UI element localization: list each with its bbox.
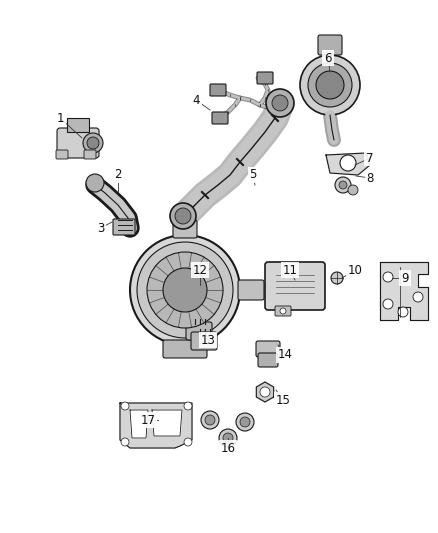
Circle shape: [383, 299, 393, 309]
Text: 4: 4: [192, 93, 200, 107]
Circle shape: [300, 55, 360, 115]
Polygon shape: [326, 153, 370, 175]
FancyBboxPatch shape: [256, 341, 280, 357]
Polygon shape: [152, 410, 182, 436]
Text: 8: 8: [366, 172, 374, 184]
Text: 13: 13: [201, 334, 215, 346]
Circle shape: [201, 411, 219, 429]
Text: 9: 9: [401, 271, 409, 285]
Circle shape: [87, 137, 99, 149]
Circle shape: [383, 272, 393, 282]
Circle shape: [83, 133, 103, 153]
Text: 14: 14: [278, 349, 293, 361]
Text: 16: 16: [220, 441, 236, 455]
Text: 12: 12: [192, 263, 208, 277]
Circle shape: [236, 413, 254, 431]
Circle shape: [348, 185, 358, 195]
FancyBboxPatch shape: [56, 150, 68, 159]
FancyBboxPatch shape: [275, 306, 291, 316]
Circle shape: [223, 433, 233, 443]
Text: 2: 2: [114, 168, 122, 182]
Circle shape: [86, 174, 104, 192]
Text: 15: 15: [276, 393, 290, 407]
Text: 10: 10: [348, 263, 362, 277]
Text: 3: 3: [97, 222, 105, 235]
FancyBboxPatch shape: [57, 128, 99, 158]
FancyBboxPatch shape: [265, 262, 325, 310]
Circle shape: [339, 181, 347, 189]
Circle shape: [163, 268, 207, 312]
Circle shape: [184, 438, 192, 446]
Polygon shape: [130, 410, 148, 438]
FancyBboxPatch shape: [186, 322, 212, 340]
FancyBboxPatch shape: [318, 35, 342, 55]
Circle shape: [266, 89, 294, 117]
Text: 17: 17: [141, 414, 155, 426]
FancyBboxPatch shape: [113, 219, 135, 235]
FancyBboxPatch shape: [210, 84, 226, 96]
FancyBboxPatch shape: [67, 118, 89, 132]
Circle shape: [398, 307, 408, 317]
Circle shape: [413, 292, 423, 302]
Circle shape: [130, 235, 240, 345]
Circle shape: [308, 63, 352, 107]
Circle shape: [137, 242, 233, 338]
FancyBboxPatch shape: [163, 340, 207, 358]
Circle shape: [184, 402, 192, 410]
Circle shape: [147, 252, 223, 328]
Circle shape: [175, 208, 191, 224]
Circle shape: [170, 203, 196, 229]
FancyBboxPatch shape: [191, 332, 217, 350]
Polygon shape: [256, 382, 274, 402]
Polygon shape: [120, 403, 192, 448]
FancyBboxPatch shape: [212, 112, 228, 124]
Circle shape: [272, 95, 288, 111]
Circle shape: [121, 402, 129, 410]
FancyBboxPatch shape: [238, 280, 264, 300]
FancyBboxPatch shape: [173, 220, 197, 238]
Circle shape: [205, 415, 215, 425]
FancyBboxPatch shape: [258, 353, 278, 367]
Circle shape: [260, 387, 270, 397]
Text: 7: 7: [366, 151, 374, 165]
FancyBboxPatch shape: [257, 72, 273, 84]
Circle shape: [335, 177, 351, 193]
Circle shape: [219, 429, 237, 447]
Text: 1: 1: [56, 111, 64, 125]
Text: 6: 6: [324, 52, 332, 64]
FancyBboxPatch shape: [84, 150, 96, 159]
Polygon shape: [380, 262, 428, 320]
Circle shape: [316, 71, 344, 99]
Circle shape: [331, 272, 343, 284]
Circle shape: [121, 438, 129, 446]
Text: 5: 5: [249, 168, 257, 182]
Circle shape: [340, 155, 356, 171]
Circle shape: [240, 417, 250, 427]
Text: 11: 11: [283, 263, 297, 277]
Circle shape: [280, 308, 286, 314]
